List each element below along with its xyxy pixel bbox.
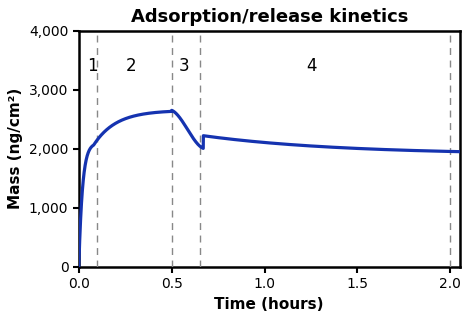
Title: Adsorption/release kinetics: Adsorption/release kinetics — [131, 8, 408, 26]
Text: 3: 3 — [179, 57, 189, 75]
Text: 1: 1 — [87, 57, 98, 75]
X-axis label: Time (hours): Time (hours) — [214, 297, 324, 312]
Text: 4: 4 — [306, 57, 316, 75]
Y-axis label: Mass (ng/cm²): Mass (ng/cm²) — [8, 88, 24, 209]
Text: 2: 2 — [125, 57, 136, 75]
